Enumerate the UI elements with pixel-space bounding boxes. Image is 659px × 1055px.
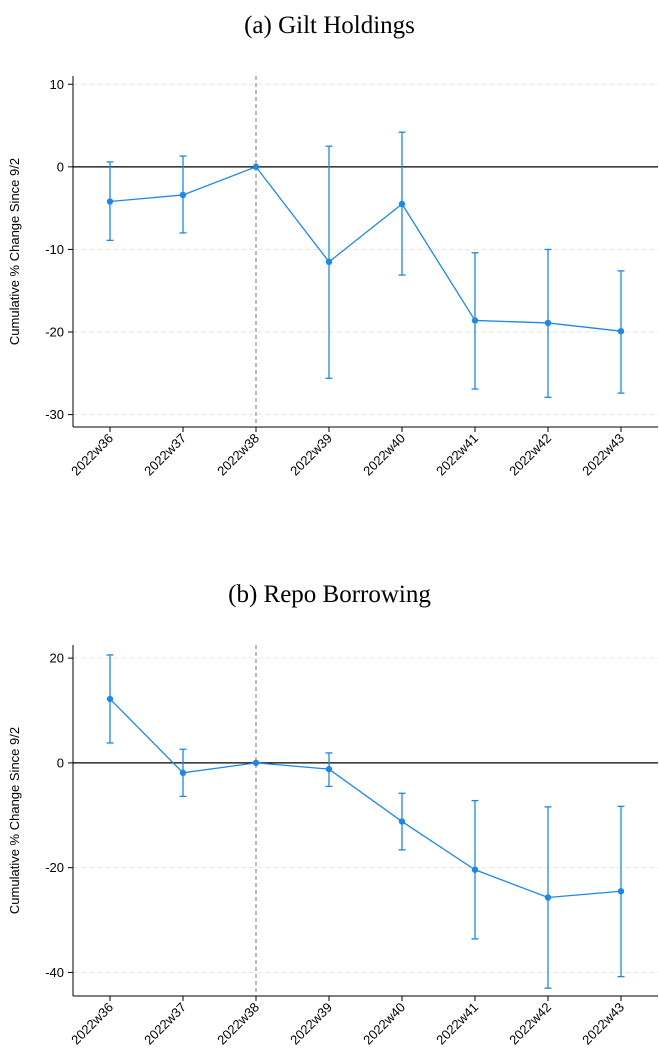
- series-line: [109, 698, 622, 899]
- chart-title: (a) Gilt Holdings: [244, 12, 415, 39]
- y-tick-label: -30: [45, 407, 64, 422]
- data-point: [106, 695, 114, 703]
- data-point: [544, 319, 552, 327]
- chart-title: (b) Repo Borrowing: [228, 581, 431, 608]
- data-point: [106, 198, 114, 205]
- y-tick-label: -10: [45, 242, 64, 257]
- data-point: [398, 200, 406, 208]
- y-tick-label: -20: [45, 860, 64, 875]
- x-tick-label: 2022w36: [68, 1000, 116, 1048]
- data-point: [179, 191, 187, 199]
- data-point: [179, 769, 187, 777]
- x-tick-label: 2022w43: [579, 1000, 627, 1048]
- series-line: [109, 166, 622, 332]
- x-tick-label: 2022w42: [506, 1000, 554, 1048]
- y-axis-title: Cumulative % Change Since 9/2: [7, 727, 22, 914]
- data-point: [252, 759, 260, 767]
- y-tick-label: 0: [57, 755, 64, 770]
- data-point: [252, 163, 260, 171]
- y-tick-label: 20: [50, 651, 64, 666]
- x-tick-label: 2022w38: [214, 1000, 262, 1048]
- data-point: [471, 317, 479, 324]
- y-tick-label: 10: [50, 77, 64, 92]
- x-tick-label: 2022w40: [360, 1000, 408, 1048]
- y-axis-title: Cumulative % Change Since 9/2: [7, 158, 22, 345]
- data-point: [398, 818, 406, 825]
- x-tick-label: 2022w41: [433, 1000, 481, 1048]
- data-point: [544, 894, 552, 901]
- x-tick-label: 2022w39: [287, 1000, 335, 1048]
- y-tick-label: 0: [57, 159, 64, 174]
- data-point: [617, 888, 625, 895]
- x-tick-label: 2022w37: [141, 1000, 189, 1048]
- data-point: [617, 327, 625, 335]
- y-tick-label: -20: [45, 325, 64, 340]
- data-point: [325, 765, 333, 773]
- y-tick-label: -40: [45, 965, 64, 980]
- data-point: [471, 866, 479, 873]
- data-point: [325, 258, 333, 266]
